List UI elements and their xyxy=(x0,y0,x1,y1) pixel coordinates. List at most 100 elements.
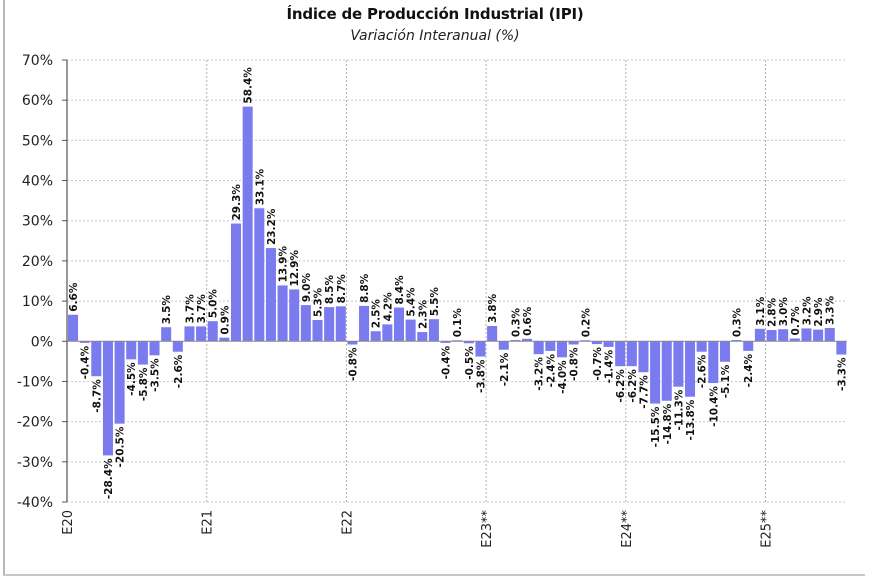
bar xyxy=(522,338,533,342)
bar xyxy=(487,326,498,342)
bar xyxy=(335,306,346,342)
bar xyxy=(836,341,847,355)
data-label: 0.6% xyxy=(522,306,534,336)
data-label: -2.6% xyxy=(697,354,709,388)
bar xyxy=(91,341,102,377)
bar xyxy=(766,330,777,342)
bar xyxy=(102,341,113,456)
bar xyxy=(312,319,323,342)
data-label: -2.4% xyxy=(743,353,755,387)
y-tick-label: -40% xyxy=(17,495,53,511)
y-tick-label: 60% xyxy=(22,93,53,109)
bar xyxy=(370,331,381,342)
x-tick-label: E22 xyxy=(340,510,355,535)
bar xyxy=(498,341,509,350)
bar xyxy=(719,341,730,362)
x-tick-label: E21 xyxy=(201,510,216,535)
bar xyxy=(475,341,486,357)
bar xyxy=(242,106,253,342)
data-label: -8.7% xyxy=(91,379,103,413)
data-label: -6.2% xyxy=(627,369,639,403)
bars xyxy=(68,106,847,456)
data-label: 0.9% xyxy=(219,305,231,335)
data-label: -3.8% xyxy=(475,359,487,393)
data-label: 3.7% xyxy=(196,294,208,324)
y-tick-label: -10% xyxy=(17,374,53,390)
data-label: 29.3% xyxy=(231,184,243,221)
bar xyxy=(568,341,579,345)
bar xyxy=(393,307,405,342)
data-label: -2.6% xyxy=(173,354,185,388)
data-label: 3.2% xyxy=(801,296,813,326)
bar xyxy=(661,341,672,401)
bar xyxy=(615,341,626,367)
y-tick-label: 0% xyxy=(31,334,53,350)
data-label: 5.4% xyxy=(406,287,418,317)
bar xyxy=(556,341,567,358)
data-label: 2.9% xyxy=(813,297,825,327)
data-label: -0.4% xyxy=(441,345,453,379)
data-label: 2.8% xyxy=(767,297,779,327)
data-label: -0.4% xyxy=(80,345,92,379)
data-label: 6.6% xyxy=(68,282,80,312)
data-label: 5.5% xyxy=(429,287,441,317)
bar xyxy=(324,307,335,342)
bar xyxy=(277,285,288,342)
x-tick-label: E25** xyxy=(760,510,775,548)
bar xyxy=(172,341,183,352)
bar xyxy=(126,341,137,360)
bar xyxy=(207,321,218,342)
data-label: 2.3% xyxy=(417,299,429,329)
data-label: 3.1% xyxy=(755,296,767,326)
bar xyxy=(161,327,172,342)
x-tick-label: E20 xyxy=(61,510,76,535)
data-label: 33.1% xyxy=(254,168,266,205)
bar xyxy=(731,340,742,342)
data-label: -7.7% xyxy=(638,375,650,409)
data-label: 8.5% xyxy=(324,275,336,305)
data-label: 5.3% xyxy=(312,287,324,317)
bar xyxy=(463,341,474,344)
bar xyxy=(149,341,160,356)
bar xyxy=(696,341,707,352)
data-label: 3.7% xyxy=(184,294,196,324)
y-tick-label: 70% xyxy=(22,53,53,69)
bar xyxy=(428,319,439,342)
bar xyxy=(68,314,79,342)
bar xyxy=(440,341,451,343)
data-label: 0.7% xyxy=(790,306,802,336)
bar xyxy=(591,341,602,345)
bar xyxy=(754,328,765,342)
data-label: -5.1% xyxy=(720,364,732,398)
bar xyxy=(685,341,696,397)
data-label: -3.5% xyxy=(150,358,162,392)
bar xyxy=(359,305,370,342)
data-label: 4.2% xyxy=(382,292,394,322)
bar xyxy=(743,341,754,351)
bar xyxy=(824,328,835,342)
data-label: -11.3% xyxy=(673,389,685,430)
bar xyxy=(219,337,230,342)
bar xyxy=(673,341,684,387)
bar xyxy=(650,341,661,404)
chart-frame xyxy=(3,0,865,576)
data-label: -0.5% xyxy=(464,346,476,380)
data-label: 0.3% xyxy=(732,307,744,337)
bar xyxy=(230,223,242,342)
data-label: 9.0% xyxy=(301,273,313,303)
data-label: -4.0% xyxy=(557,360,569,394)
bar xyxy=(382,324,393,342)
data-label: 8.4% xyxy=(394,275,406,305)
bar xyxy=(778,329,789,342)
data-label: 23.2% xyxy=(266,208,278,245)
data-label: 2.5% xyxy=(371,299,383,329)
data-label: -13.8% xyxy=(685,399,697,440)
data-label: -1.4% xyxy=(604,349,616,383)
data-label: 3.5% xyxy=(161,295,173,325)
data-label: -28.4% xyxy=(103,458,115,499)
x-tick-label: E24** xyxy=(620,510,635,548)
bar xyxy=(638,341,649,373)
bar xyxy=(300,305,311,342)
data-label: 0.2% xyxy=(580,308,592,338)
